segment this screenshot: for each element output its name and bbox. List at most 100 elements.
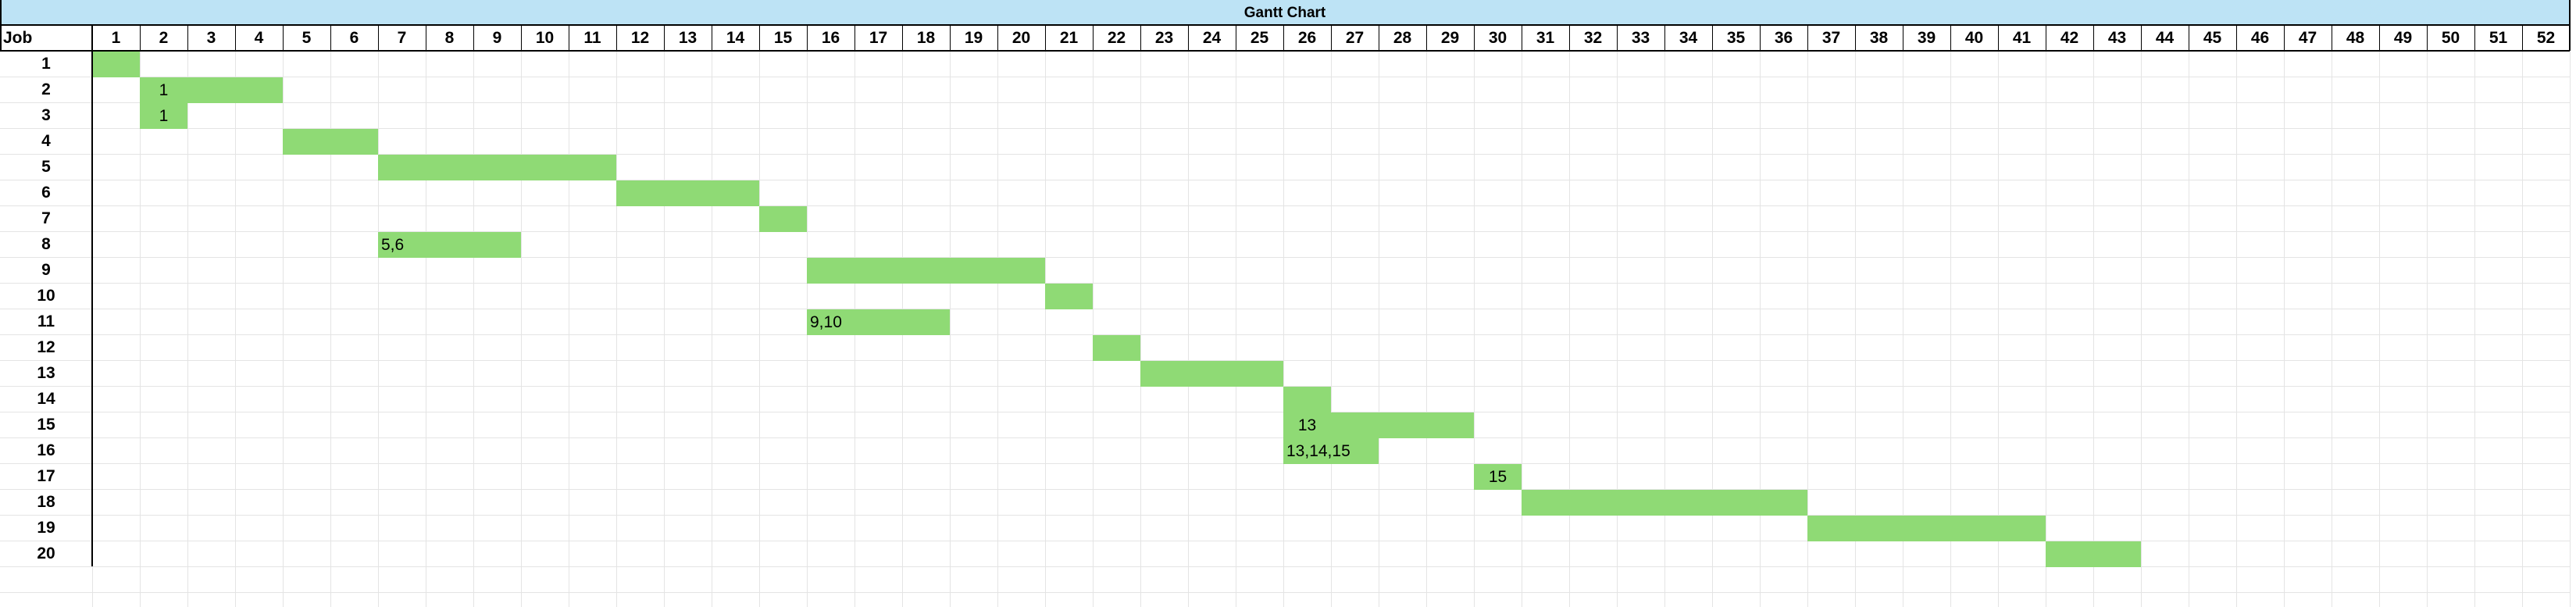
task-bar	[2046, 541, 2141, 567]
job-label: 12	[37, 338, 55, 356]
job-label: 17	[37, 467, 55, 485]
period-label: 50	[2442, 29, 2460, 47]
period-label: 32	[1584, 29, 1602, 47]
period-label: 5	[302, 29, 312, 47]
job-label: 8	[41, 235, 51, 253]
task-bar	[283, 129, 378, 155]
job-label: 19	[37, 519, 55, 537]
task-predecessor-label: 13	[1298, 416, 1316, 434]
job-label: 15	[37, 416, 55, 434]
period-label: 7	[398, 29, 407, 47]
task-bar	[140, 77, 283, 103]
period-label: 46	[2251, 29, 2269, 47]
job-label: 7	[41, 209, 51, 227]
period-label: 37	[1822, 29, 1840, 47]
title-bar	[0, 0, 2570, 25]
period-label: 35	[1727, 29, 1746, 47]
task-bar	[92, 52, 140, 77]
task-bar	[1807, 516, 2046, 541]
period-label: 45	[2203, 29, 2222, 47]
period-label: 18	[917, 29, 936, 47]
period-label: 40	[1965, 29, 1983, 47]
period-label: 26	[1298, 29, 1316, 47]
job-label: 9	[41, 261, 51, 279]
period-label: 23	[1155, 29, 1173, 47]
job-label: 4	[41, 132, 51, 150]
borders	[0, 0, 2571, 566]
task-bar	[1283, 387, 1331, 412]
task-predecessor-label: 5,6	[381, 236, 404, 254]
job-label: 13	[37, 364, 55, 382]
period-label: 14	[726, 29, 745, 47]
job-label: 14	[37, 390, 55, 408]
period-label: 52	[2537, 29, 2555, 47]
task-predecessor-label: 15	[1489, 468, 1507, 486]
period-label: 2	[159, 29, 169, 47]
job-label: 16	[37, 441, 55, 459]
task-bar	[1474, 464, 1522, 490]
job-column-header: Job	[3, 29, 32, 47]
period-label: 15	[774, 29, 793, 47]
period-label: 28	[1393, 29, 1412, 47]
task-bar	[378, 155, 616, 180]
task-bar	[759, 206, 807, 232]
period-label: 44	[2156, 29, 2175, 47]
task-bars: 1 1 5,6 9,10 13 13,14,15 15	[92, 52, 2141, 567]
period-label: 38	[1870, 29, 1889, 47]
period-label: 20	[1012, 29, 1030, 47]
period-label: 34	[1679, 29, 1698, 47]
task-bar	[1522, 490, 1807, 516]
job-label: 1	[41, 55, 51, 73]
period-label: 16	[822, 29, 840, 47]
period-label: 1	[112, 29, 121, 47]
period-label: 27	[1346, 29, 1364, 47]
task-bar	[1283, 412, 1474, 438]
period-label: 21	[1060, 29, 1079, 47]
chart-title: Gantt Chart	[1244, 5, 1326, 21]
task-predecessor-label: 1	[159, 81, 169, 99]
task-predecessor-label: 9,10	[810, 313, 842, 331]
task-bar	[1283, 438, 1379, 464]
period-label: 4	[255, 29, 264, 47]
period-label: 51	[2489, 29, 2508, 47]
period-label: 49	[2394, 29, 2412, 47]
task-bar	[378, 232, 521, 258]
period-label: 33	[1632, 29, 1650, 47]
period-label: 29	[1441, 29, 1459, 47]
task-bar	[616, 180, 759, 206]
job-label: 6	[41, 184, 51, 202]
period-label: 11	[583, 29, 601, 47]
period-label: 41	[2013, 29, 2032, 47]
task-bar	[1045, 284, 1093, 309]
period-label: 10	[536, 29, 554, 47]
period-label: 8	[445, 29, 455, 47]
task-predecessor-label: 1	[159, 107, 169, 125]
period-label: 19	[965, 29, 983, 47]
period-label: 17	[869, 29, 887, 47]
task-bar	[140, 103, 187, 129]
job-label: 11	[37, 312, 55, 330]
task-predecessor-label: 13,14,15	[1286, 442, 1350, 460]
period-labels: 1 2 3 4 5 6 7 8 9 10 11 12 13 14 15 16 17 18 19 20 21 22 23 24 2…	[112, 29, 2556, 47]
period-label: 36	[1775, 29, 1793, 47]
period-label: 48	[2346, 29, 2365, 47]
period-label: 47	[2299, 29, 2317, 47]
period-label: 13	[679, 29, 697, 47]
task-bar	[1093, 335, 1140, 361]
period-label: 25	[1251, 29, 1269, 47]
period-label: 12	[631, 29, 649, 47]
job-label: 3	[41, 106, 51, 124]
grid-lines	[0, 51, 2571, 607]
job-label: 5	[41, 158, 51, 176]
task-bar	[807, 309, 950, 335]
job-label: 18	[37, 493, 55, 511]
period-label: 43	[2108, 29, 2126, 47]
period-label: 24	[1203, 29, 1222, 47]
job-label: 10	[37, 287, 55, 305]
task-bar	[807, 258, 1045, 284]
job-label: 2	[41, 80, 51, 98]
task-bar	[1140, 361, 1283, 387]
period-label: 9	[493, 29, 502, 47]
